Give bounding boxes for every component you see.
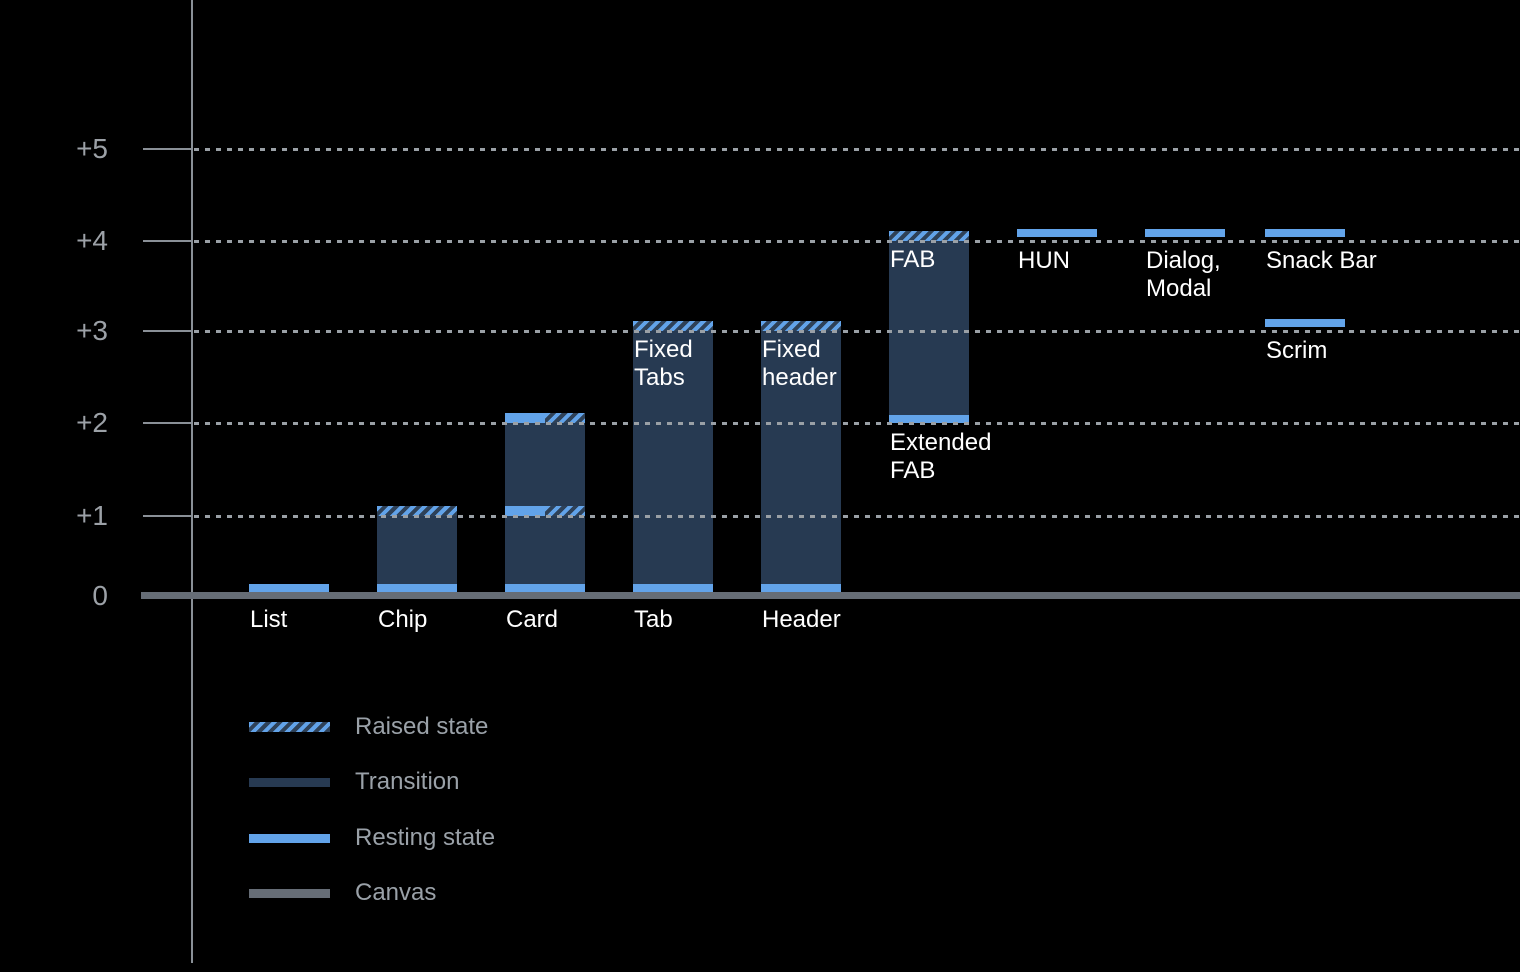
bar-label-header: Header — [762, 606, 841, 633]
y-tick-5 — [143, 148, 192, 150]
bar-raised-header — [761, 321, 841, 331]
bar-raised-chip — [377, 506, 457, 516]
bar-raised-tab — [633, 321, 713, 331]
gridline-4 — [194, 240, 1520, 243]
bar-resting-extended-fab — [889, 415, 969, 423]
legend-item-canvas: Canvas — [249, 879, 436, 907]
y-tick-2 — [143, 422, 192, 424]
bar-label-tab: Tab — [634, 606, 673, 633]
y-axis-label-2: +2 — [76, 407, 108, 438]
bar-transition-header — [761, 331, 841, 592]
bar-raised-card-l1 — [545, 506, 585, 516]
y-axis-label-5: +5 — [76, 133, 108, 164]
bar-label-hun: HUN — [1018, 247, 1070, 274]
bar-inner-label-header: Fixed — [762, 336, 821, 363]
bar-label-scrim: Scrim — [1266, 337, 1328, 364]
legend-label-transition: Transition — [355, 768, 460, 795]
bar-raised-extended-fab — [889, 231, 969, 241]
gridline-1 — [194, 515, 1520, 518]
gridline-2 — [194, 422, 1520, 425]
bar-inner-label-header: header — [762, 364, 837, 391]
bar-resting-header — [761, 584, 841, 592]
bar-transition-chip — [377, 516, 457, 592]
bar-label-extended-fab: FAB — [890, 457, 936, 484]
bar-label-chip: Chip — [378, 606, 428, 633]
legend-swatch-transition-icon — [249, 777, 330, 787]
bar-label-dialog-modal: Modal — [1146, 275, 1212, 302]
legend-swatch-canvas-icon — [249, 888, 330, 898]
y-tick-3 — [143, 330, 192, 332]
legend-item-raised: Raised state — [249, 713, 488, 741]
bar-transition-tab — [633, 331, 713, 592]
bar-label-list: List — [250, 606, 288, 633]
legend-label-canvas: Canvas — [355, 879, 437, 906]
bar-resting-card — [505, 584, 585, 592]
legend-item-transition: Transition — [249, 768, 459, 796]
gridline-3 — [194, 330, 1520, 333]
bar-resting-list — [249, 584, 329, 592]
y-axis-label-3: +3 — [76, 315, 108, 346]
bar-resting-hun — [1017, 229, 1097, 237]
bar-raised-card-l2 — [545, 413, 585, 423]
y-axis-label-1: +1 — [76, 500, 108, 531]
bar-label-snack-bar: Snack Bar — [1266, 247, 1377, 274]
y-axis-label-4: +4 — [76, 225, 108, 256]
bar-label-extended-fab: Extended — [890, 429, 992, 456]
bar-resting-card-l2 — [505, 413, 545, 423]
bar-inner-label-extended-fab: FAB — [890, 246, 936, 273]
bar-resting-tab — [633, 584, 713, 592]
bar-inner-label-tab: Tabs — [634, 364, 685, 391]
legend-swatch-raised-icon — [249, 722, 330, 732]
bar-resting-chip — [377, 584, 457, 592]
legend-label-resting: Resting state — [355, 824, 496, 851]
bar-resting-scrim — [1265, 319, 1345, 327]
legend-label-raised: Raised state — [355, 713, 489, 740]
bar-inner-label-tab: Fixed — [634, 336, 693, 363]
bar-resting-snack-bar — [1265, 229, 1345, 237]
y-axis-label-0: 0 — [92, 580, 108, 611]
y-tick-1 — [143, 515, 192, 517]
bar-resting-dialog-modal — [1145, 229, 1225, 237]
y-axis-line — [191, 0, 193, 963]
legend-item-resting: Resting state — [249, 824, 495, 852]
canvas-baseline — [141, 592, 1520, 599]
bar-label-dialog-modal: Dialog, — [1146, 247, 1221, 274]
gridline-5 — [194, 148, 1520, 151]
bar-resting-card-l1 — [505, 506, 545, 516]
bar-label-card: Card — [506, 606, 559, 633]
legend-swatch-resting-icon — [249, 833, 330, 843]
y-tick-4 — [143, 240, 192, 242]
